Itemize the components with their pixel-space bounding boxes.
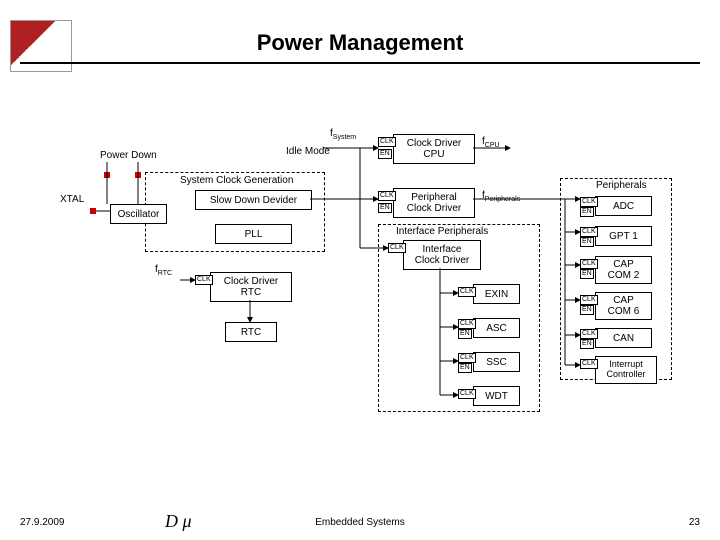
block-asc: ASC xyxy=(473,318,520,338)
block-slow-down: Slow Down Devider xyxy=(195,190,312,210)
label-fperiph: fPeripherals xyxy=(482,190,520,203)
block-gpt1: GPT 1 xyxy=(595,226,652,246)
port-clk: CLK xyxy=(458,389,476,399)
label-power-down: Power Down xyxy=(100,150,157,161)
port-en: EN xyxy=(458,329,472,339)
port-clk: CLK xyxy=(378,191,396,201)
title-rule xyxy=(20,62,700,64)
block-adc: ADC xyxy=(595,196,652,216)
label-iface-periph: Interface Peripherals xyxy=(396,226,488,237)
port-en: EN xyxy=(378,149,392,159)
port-clk: CLK xyxy=(378,137,396,147)
logo xyxy=(10,20,72,72)
switch-node xyxy=(135,172,141,178)
label-fcpu: fCPU xyxy=(482,136,500,149)
port-en: EN xyxy=(378,203,392,213)
port-clk: CLK xyxy=(388,243,406,253)
block-oscillator: Oscillator xyxy=(110,204,167,224)
label-fsystem: fSystem xyxy=(330,128,356,141)
block-capcom2: CAP COM 2 xyxy=(595,256,652,284)
port-clk: CLK xyxy=(580,359,598,369)
block-ssc: SSC xyxy=(473,352,520,372)
page-title: Power Management xyxy=(257,30,464,56)
label-sys-clock-gen: System Clock Generation xyxy=(180,175,293,186)
port-clk: CLK xyxy=(580,197,598,207)
footer-page: 23 xyxy=(689,517,700,528)
block-periph-clock-driver: Peripheral Clock Driver xyxy=(393,188,475,218)
block-exin: EXIN xyxy=(473,284,520,304)
port-clk: CLK xyxy=(195,275,213,285)
block-clock-driver-cpu: Clock Driver CPU xyxy=(393,134,475,164)
block-clock-driver-rtc: Clock Driver RTC xyxy=(210,272,292,302)
port-en: EN xyxy=(580,269,594,279)
footer-date: 27.9.2009 xyxy=(20,517,65,528)
label-xtal: XTAL xyxy=(60,194,84,205)
port-en: EN xyxy=(580,339,594,349)
block-capcom6: CAP COM 6 xyxy=(595,292,652,320)
port-clk: CLK xyxy=(580,259,598,269)
port-clk: CLK xyxy=(580,295,598,305)
port-en: EN xyxy=(458,363,472,373)
footer-mid: Embedded Systems xyxy=(315,517,405,528)
block-intctrl: Interrupt Controller xyxy=(595,356,657,384)
port-clk: CLK xyxy=(458,319,476,329)
xtal-node xyxy=(90,208,96,214)
port-clk: CLK xyxy=(458,287,476,297)
footer-symbols: D μ xyxy=(165,511,192,532)
port-en: EN xyxy=(580,305,594,315)
label-peripherals: Peripherals xyxy=(596,180,647,191)
port-en: EN xyxy=(580,207,594,217)
switch-node xyxy=(104,172,110,178)
block-iface-clock-driver: Interface Clock Driver xyxy=(403,240,481,270)
label-idle-mode: Idle Mode xyxy=(286,146,330,157)
block-wdt: WDT xyxy=(473,386,520,406)
block-rtc: RTC xyxy=(225,322,277,342)
block-pll: PLL xyxy=(215,224,292,244)
port-clk: CLK xyxy=(458,353,476,363)
port-en: EN xyxy=(580,237,594,247)
port-clk: CLK xyxy=(580,227,598,237)
label-frtc: fRTC xyxy=(155,264,172,277)
port-clk: CLK xyxy=(580,329,598,339)
block-can: CAN xyxy=(595,328,652,348)
